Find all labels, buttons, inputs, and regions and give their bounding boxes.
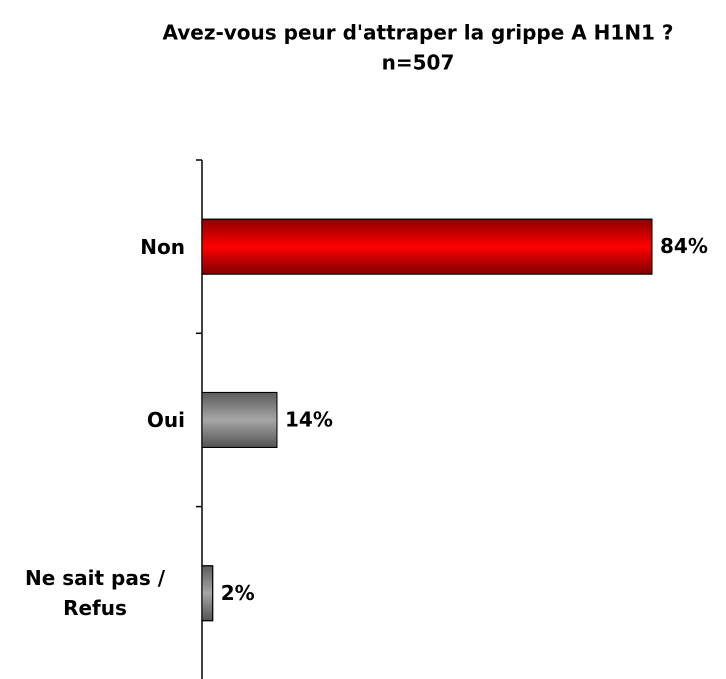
category-label: Non [140, 234, 185, 259]
value-label: 84% [660, 234, 708, 258]
bar-shade [201, 218, 653, 275]
value-label: 2% [221, 581, 255, 605]
chart-title: Avez-vous peur d'attraper la grippe A H1… [162, 21, 673, 45]
value-label: 14% [285, 407, 333, 431]
category-label: Oui [146, 407, 185, 432]
bar-shade [201, 565, 214, 622]
bar-shade [201, 391, 278, 448]
category-label: Ne sait pas / Refus [24, 566, 166, 621]
chart-subtitle: n=507 [382, 51, 455, 75]
